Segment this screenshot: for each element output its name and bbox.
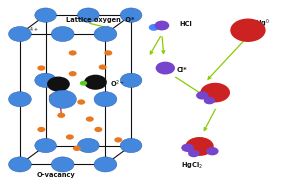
Circle shape — [9, 157, 31, 172]
Text: HgCl$_2$: HgCl$_2$ — [181, 161, 203, 171]
Text: Hg$^0$: Hg$^0$ — [255, 17, 270, 30]
Circle shape — [230, 19, 266, 42]
Circle shape — [156, 62, 175, 74]
Text: O-vacancy: O-vacancy — [36, 172, 75, 178]
Circle shape — [9, 26, 31, 42]
Circle shape — [181, 144, 194, 152]
Circle shape — [49, 94, 57, 99]
Circle shape — [78, 8, 99, 22]
Circle shape — [100, 94, 108, 99]
Circle shape — [80, 81, 87, 86]
Text: Cl*: Cl* — [176, 67, 187, 73]
Circle shape — [188, 150, 200, 157]
Circle shape — [94, 26, 117, 42]
Circle shape — [94, 92, 117, 107]
Circle shape — [120, 8, 142, 22]
Circle shape — [66, 134, 74, 140]
Circle shape — [37, 127, 45, 132]
Text: HCl: HCl — [179, 21, 192, 27]
Text: O$^{2-}$: O$^{2-}$ — [110, 78, 125, 90]
Circle shape — [149, 24, 159, 31]
Circle shape — [185, 137, 214, 156]
Text: Ce$^{4+}$: Ce$^{4+}$ — [20, 26, 39, 37]
Circle shape — [73, 146, 81, 151]
Circle shape — [35, 8, 56, 22]
Circle shape — [99, 64, 107, 70]
Circle shape — [69, 71, 77, 76]
Circle shape — [78, 138, 99, 153]
Circle shape — [47, 77, 70, 92]
Circle shape — [94, 127, 102, 132]
Circle shape — [204, 97, 215, 104]
Circle shape — [51, 157, 74, 172]
Circle shape — [49, 90, 76, 108]
Circle shape — [200, 83, 230, 102]
Circle shape — [104, 50, 112, 56]
Circle shape — [86, 116, 94, 122]
Circle shape — [206, 147, 219, 155]
Circle shape — [35, 138, 56, 153]
Circle shape — [35, 73, 56, 88]
Circle shape — [57, 113, 65, 118]
Circle shape — [84, 75, 107, 90]
Circle shape — [94, 157, 117, 172]
Text: Lattice oxygen  O*: Lattice oxygen O* — [66, 17, 134, 23]
Circle shape — [154, 21, 169, 30]
Circle shape — [9, 92, 31, 107]
Circle shape — [196, 91, 209, 100]
Circle shape — [51, 26, 74, 42]
Circle shape — [120, 138, 142, 153]
Circle shape — [77, 99, 85, 105]
Circle shape — [69, 50, 77, 56]
Circle shape — [37, 65, 45, 71]
Circle shape — [114, 137, 122, 143]
Circle shape — [120, 73, 142, 88]
